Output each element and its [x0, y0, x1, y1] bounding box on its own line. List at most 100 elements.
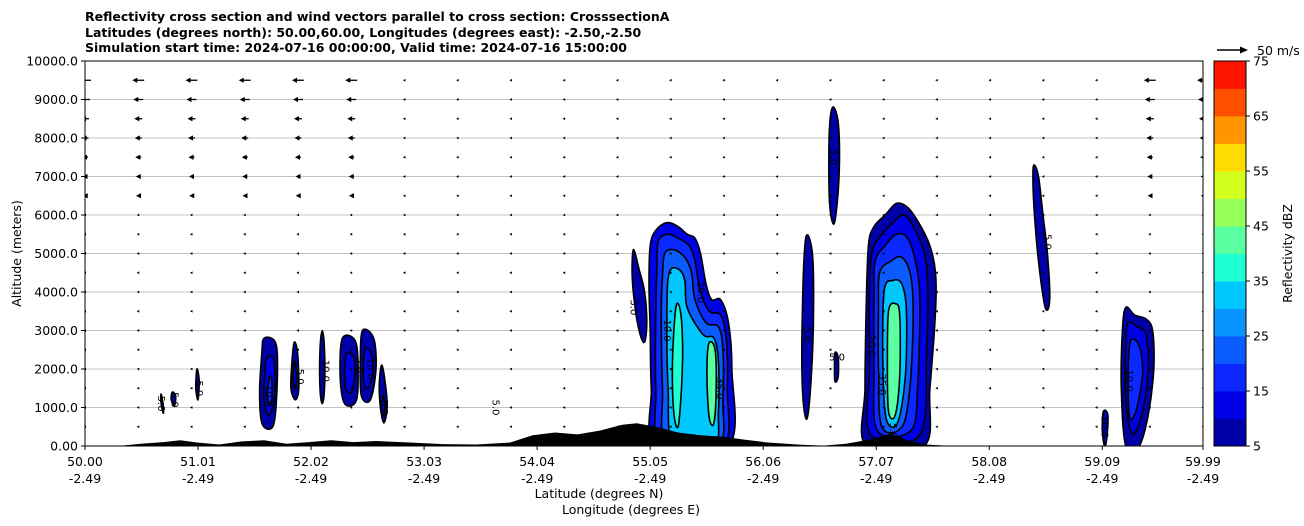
- wind-vector: [882, 155, 885, 159]
- wind-vector: [188, 154, 195, 160]
- wind-vector-head: [775, 78, 779, 82]
- wind-vector: [882, 329, 885, 332]
- wind-vector-head: [1148, 309, 1151, 313]
- wind-vector-head: [134, 135, 140, 141]
- wind-vector: [882, 252, 885, 255]
- wind-vector-head: [722, 175, 725, 178]
- wind-vector: [1095, 78, 1098, 82]
- wind-vector-head: [1148, 329, 1151, 332]
- wind-vector-head: [240, 116, 246, 122]
- wind-vector: [189, 213, 193, 217]
- wind-vector-head: [882, 175, 885, 178]
- wind-vector-head: [136, 329, 140, 332]
- wind-vector-head: [509, 213, 512, 217]
- wind-vector-head: [85, 154, 88, 160]
- wind-vector: [988, 194, 992, 198]
- wind-vector-head: [189, 309, 193, 313]
- wind-vector-head: [882, 117, 885, 121]
- storm-cell: [801, 233, 815, 420]
- wind-vector-head: [134, 116, 140, 122]
- wind-vector-head: [509, 252, 512, 255]
- storm-cell: [170, 391, 177, 407]
- wind-vector: [775, 406, 779, 409]
- reflectivity-contour: [266, 375, 274, 405]
- wind-vector: [775, 98, 779, 101]
- wind-vector-head: [402, 175, 406, 178]
- wind-vector: [348, 193, 354, 199]
- y-tick-label: 8000.0: [34, 131, 78, 146]
- wind-vector-head: [669, 232, 672, 236]
- wind-vector-head: [828, 309, 832, 313]
- wind-vector: [1095, 406, 1098, 409]
- wind-vector-head: [935, 309, 938, 313]
- wind-vector: [722, 386, 725, 390]
- wind-vector-head: [562, 367, 566, 371]
- wind-vector-head: [188, 135, 194, 141]
- wind-vector: [456, 271, 459, 275]
- wind-vector: [135, 173, 141, 180]
- wind-vector: [349, 425, 353, 429]
- wind-vector-head: [1146, 135, 1152, 141]
- colorbar-segment: [1214, 391, 1246, 419]
- x-tick-label-lon: -2.49: [973, 471, 1005, 486]
- wind-vector: [722, 406, 725, 409]
- contour-label: 5.0: [490, 400, 501, 416]
- wind-vector-head: [402, 406, 406, 409]
- grid-lines: [85, 99, 1203, 408]
- wind-vector: [775, 425, 779, 429]
- wind-vector: [775, 290, 779, 294]
- wind-vector: [828, 290, 832, 294]
- wind-vector-head: [669, 425, 672, 429]
- wind-vector: [775, 117, 779, 121]
- wind-vector: [402, 425, 406, 429]
- wind-vector-head: [189, 290, 193, 294]
- wind-vector: [988, 329, 992, 332]
- wind-vector: [935, 98, 938, 101]
- wind-vector-head: [722, 367, 725, 371]
- wind-vector: [562, 309, 566, 313]
- wind-key-label: 50 m/s: [1257, 43, 1300, 58]
- colorbar-tick-label: 55: [1253, 164, 1269, 179]
- wind-vector-head: [136, 232, 140, 236]
- wind-vector: [402, 348, 406, 352]
- reflectivity-contour: [631, 248, 648, 344]
- wind-vector: [935, 329, 938, 332]
- wind-vector-head: [935, 406, 938, 409]
- wind-vector-head: [1095, 386, 1098, 390]
- wind-vector: [615, 175, 619, 178]
- wind-vector-head: [509, 348, 512, 352]
- wind-vector-head: [136, 271, 140, 275]
- wind-vector: [988, 386, 992, 390]
- contour-label: 5.0: [829, 352, 845, 363]
- wind-vector-head: [456, 406, 459, 409]
- wind-vector: [1198, 96, 1203, 103]
- wind-vector-head: [1095, 117, 1098, 121]
- wind-vector: [1041, 175, 1045, 178]
- wind-vector: [189, 329, 193, 332]
- wind-vector-head: [296, 348, 299, 352]
- wind-vector-head: [509, 367, 512, 371]
- wind-vector-head: [187, 116, 193, 122]
- wind-vector: [189, 406, 193, 409]
- wind-vector: [1148, 425, 1151, 429]
- wind-vector-head: [1148, 213, 1151, 217]
- wind-vector-head: [189, 213, 193, 217]
- wind-vector: [1041, 290, 1045, 294]
- wind-vector: [988, 252, 992, 255]
- contour-label: 5.0: [801, 326, 812, 342]
- wind-vector: [722, 78, 725, 82]
- wind-vector: [1200, 175, 1203, 178]
- title-line-3: Simulation start time: 2024-07-16 00:00:…: [85, 40, 627, 55]
- colorbar-tick-label: 5: [1253, 439, 1261, 454]
- wind-vector-head: [882, 425, 885, 429]
- x-tick-label-lat: 51.01: [180, 454, 216, 469]
- wind-vector: [722, 425, 725, 429]
- wind-vector: [238, 77, 251, 83]
- wind-vector: [136, 386, 140, 390]
- wind-vector: [562, 175, 566, 178]
- wind-vector: [722, 329, 725, 332]
- wind-vector-head: [402, 329, 406, 332]
- wind-vector-head: [509, 271, 512, 275]
- wind-vector-head: [828, 252, 832, 255]
- wind-vector: [348, 173, 354, 180]
